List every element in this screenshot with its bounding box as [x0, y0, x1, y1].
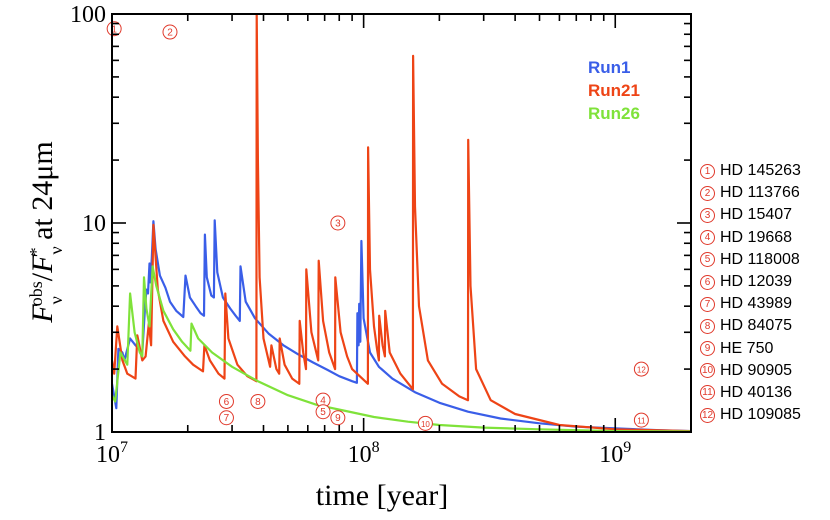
legend-item-run1: Run1	[588, 58, 631, 77]
star-number-badge: 7	[700, 296, 715, 312]
legend: Run1 Run21 Run26	[588, 58, 640, 123]
annotation-marker: 11	[633, 412, 649, 428]
svg-text:3: 3	[335, 219, 341, 230]
series-line-run1	[112, 219, 691, 432]
annotation-marker: 6	[218, 393, 234, 409]
x-tick-label: 109	[599, 439, 631, 468]
star-number-badge: 4	[700, 230, 715, 246]
y-tick-label: 100	[70, 2, 106, 28]
star-number-badge: 5	[700, 252, 715, 268]
annotation-marker: 7	[218, 410, 234, 426]
svg-text:4: 4	[320, 396, 326, 407]
svg-text:2: 2	[167, 28, 173, 39]
star-list-item: 9 HE 750	[700, 338, 828, 360]
y-tick-label: 1	[94, 420, 106, 446]
star-list-item: 2 HD 113766	[700, 182, 828, 204]
star-name: HD 43989	[720, 295, 793, 313]
star-number-badge: 8	[700, 318, 715, 334]
star-list-item: 7 HD 43989	[700, 293, 828, 315]
star-number-badge: 10	[700, 363, 715, 379]
star-number-badge: 12	[700, 407, 715, 423]
star-list-item: 12 HD 109085	[700, 404, 828, 426]
star-name: HD 109085	[720, 406, 801, 424]
star-list-item: 1 HD 145263	[700, 160, 828, 182]
star-number-badge: 3	[700, 207, 715, 223]
annotation-marker: 1	[106, 21, 122, 37]
svg-text:8: 8	[255, 397, 261, 408]
annotation-marker: 5	[315, 404, 331, 420]
star-name: HD 145263	[720, 162, 801, 180]
legend-item-run21: Run21	[588, 81, 640, 100]
series-layer	[112, 14, 691, 432]
legend-item-run26: Run26	[588, 104, 640, 123]
star-name: HD 40136	[720, 383, 793, 401]
star-number-badge: 6	[700, 274, 715, 290]
series-line-run26	[112, 265, 691, 432]
annotation-marker: 9	[330, 410, 346, 426]
annotation-marker: 3	[330, 215, 346, 231]
star-number-badge: 2	[700, 185, 715, 201]
x-axis-title: time [year]	[316, 479, 448, 512]
star-number-badge: 11	[700, 385, 715, 401]
svg-text:11: 11	[637, 417, 646, 426]
star-number-badge: 1	[700, 163, 715, 179]
svg-text:10: 10	[421, 420, 430, 429]
star-list-item: 8 HD 84075	[700, 315, 828, 337]
annotation-marker: 8	[250, 393, 266, 409]
star-name: HD 90905	[720, 361, 793, 379]
annotation-marker: 2	[162, 24, 178, 40]
y-axis-title: Fνobs/Fν* at 24μm	[26, 141, 66, 323]
x-tick-label: 108	[348, 439, 380, 468]
star-name: HD 84075	[720, 317, 793, 335]
star-list-item: 11 HD 40136	[700, 382, 828, 404]
svg-text:1: 1	[111, 24, 117, 35]
star-name: HD 118008	[720, 250, 800, 268]
star-list-item: 5 HD 118008	[700, 249, 828, 271]
svg-text:12: 12	[637, 366, 646, 375]
star-name: HD 15407	[720, 206, 793, 224]
star-name: HD 12039	[720, 273, 793, 291]
star-list: 1 HD 145263 2 HD 113766 3 HD 15407 4 HD 1966…	[700, 160, 828, 426]
svg-text:6: 6	[224, 397, 230, 408]
svg-text:9: 9	[335, 413, 341, 424]
star-name: HE 750	[720, 339, 774, 357]
series-line-run21	[112, 14, 691, 432]
y-tick-label: 10	[82, 211, 106, 237]
annotation-marker: 10	[417, 415, 433, 431]
star-list-item: 6 HD 12039	[700, 271, 828, 293]
svg-text:5: 5	[320, 407, 326, 418]
star-name: HD 113766	[720, 184, 800, 202]
star-list-item: 4 HD 19668	[700, 227, 828, 249]
star-list-item: 10 HD 90905	[700, 360, 828, 382]
svg-text:7: 7	[224, 413, 230, 424]
star-list-item: 3 HD 15407	[700, 204, 828, 226]
x-tick-label: 107	[96, 439, 128, 468]
star-name: HD 19668	[720, 228, 793, 246]
star-number-badge: 9	[700, 341, 715, 357]
annotation-marker: 12	[633, 361, 649, 377]
